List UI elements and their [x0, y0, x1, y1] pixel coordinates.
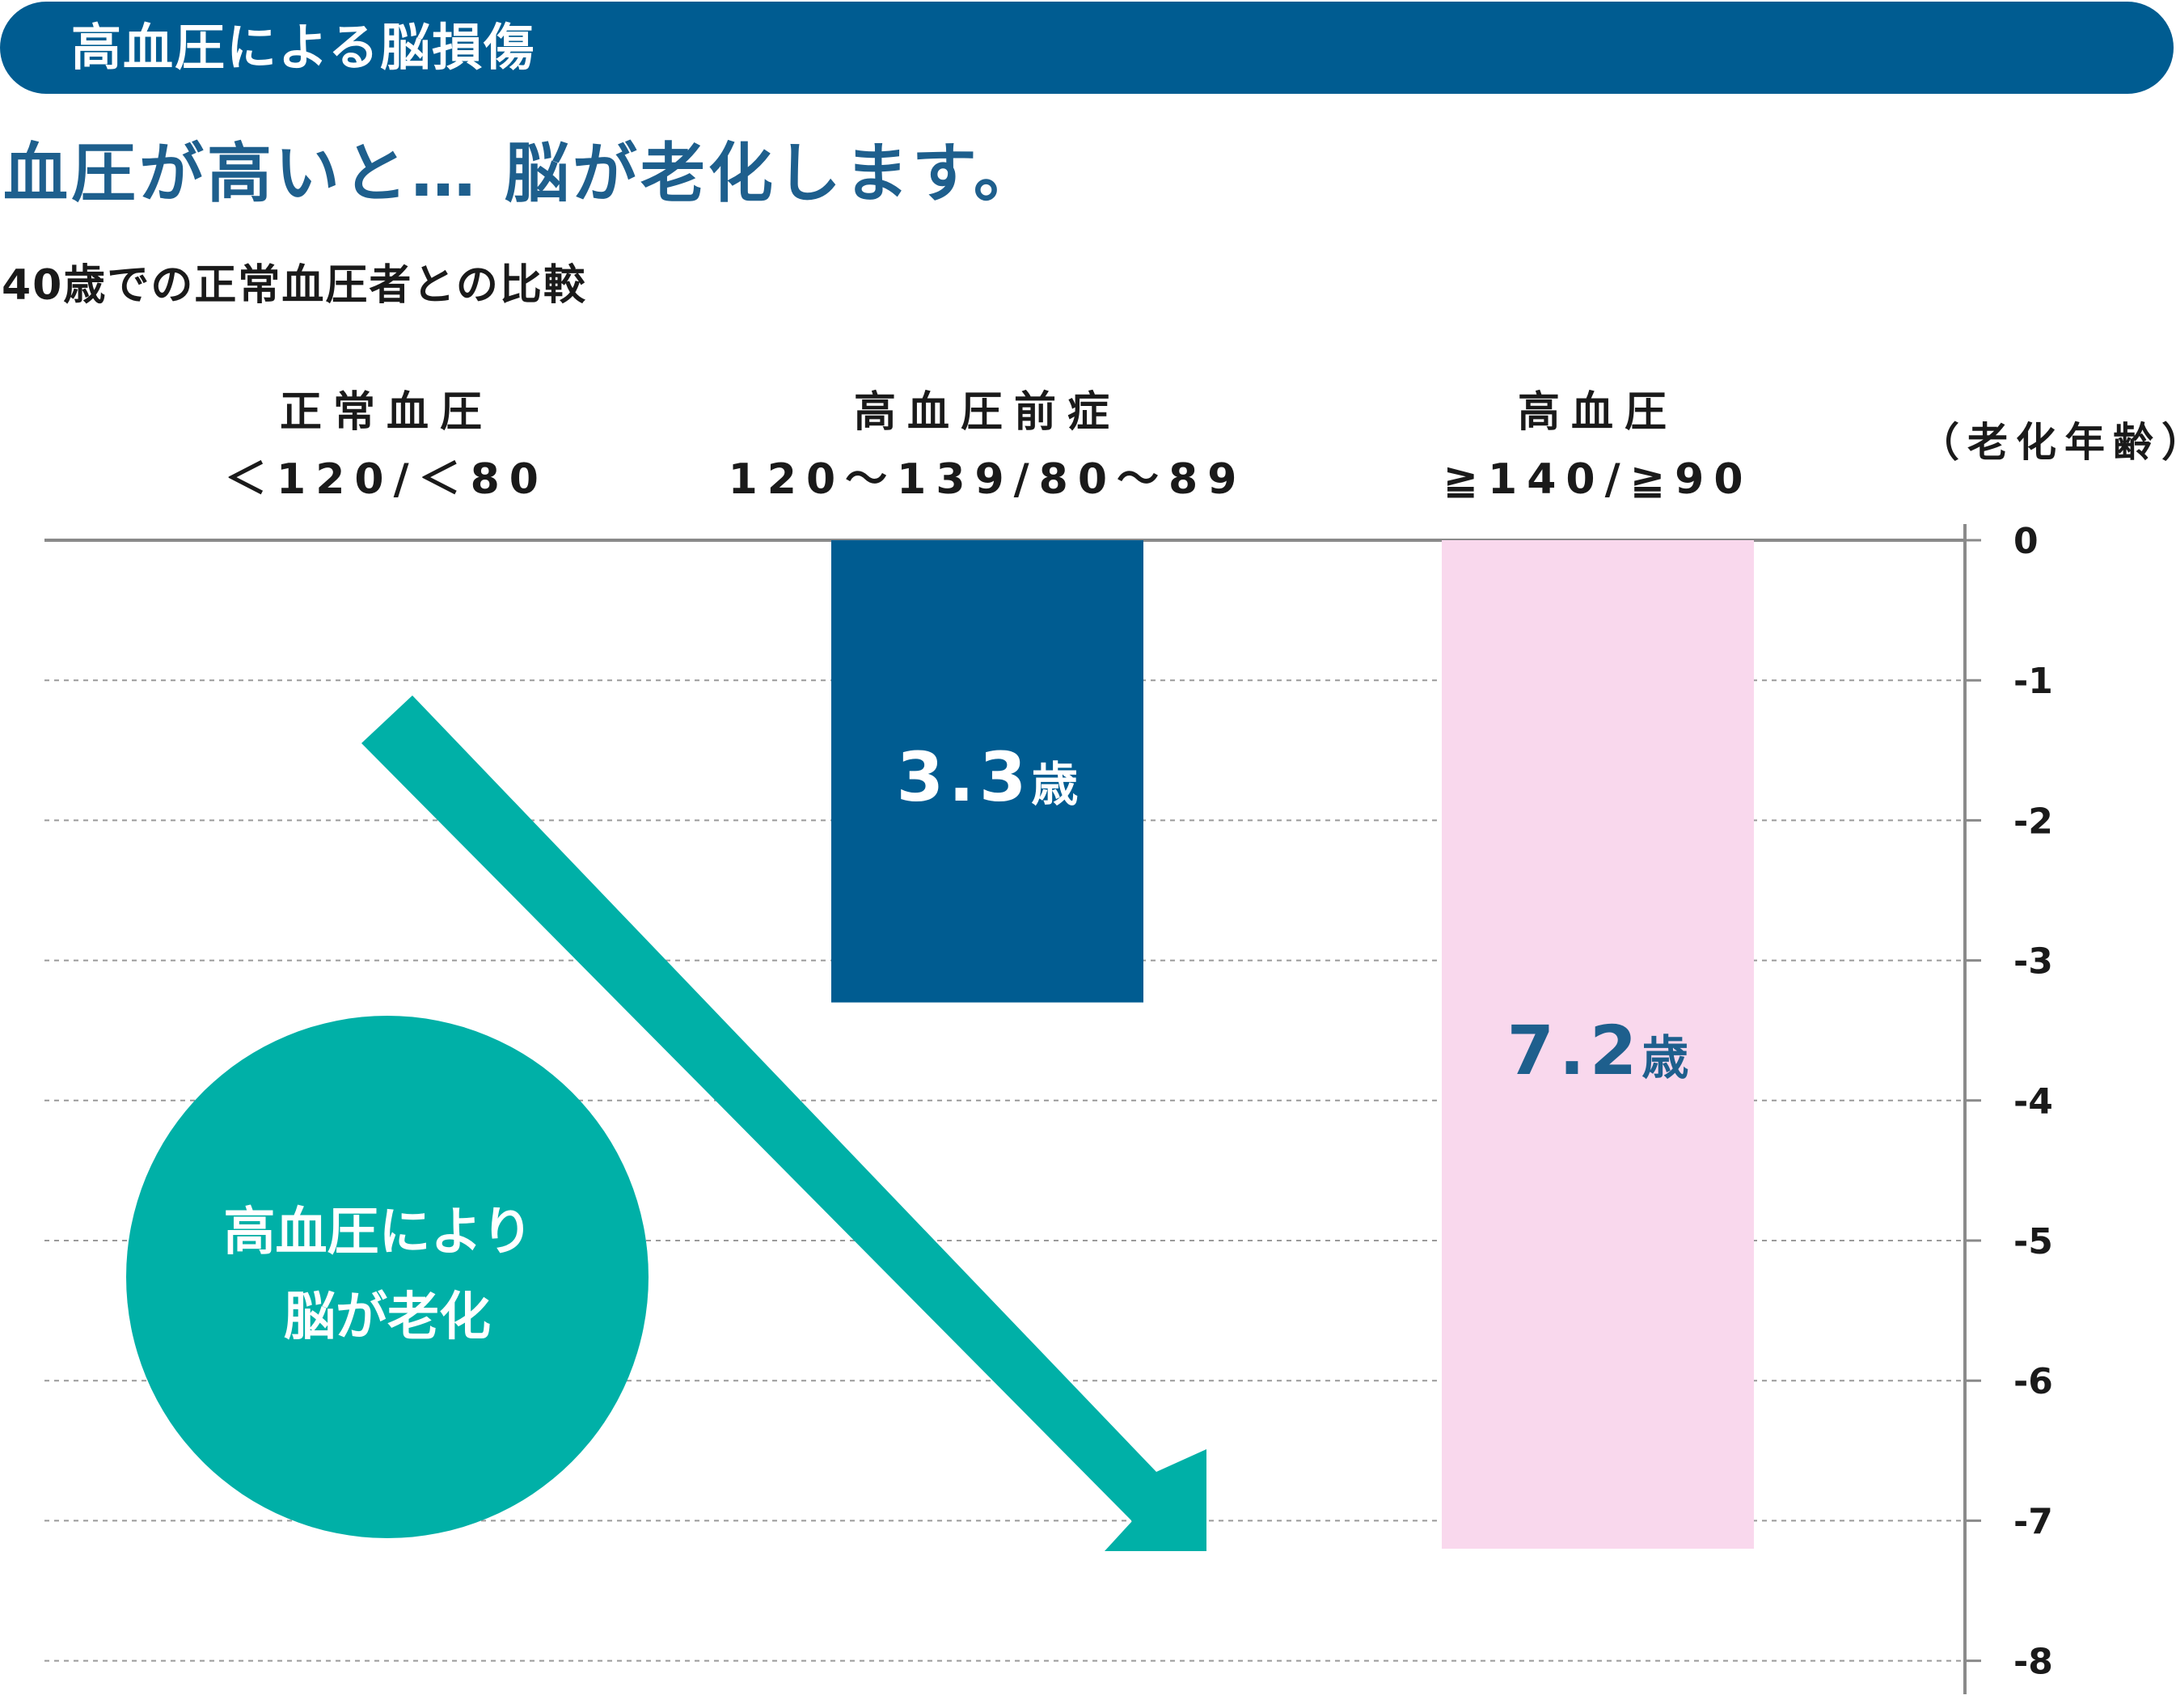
bar-data-label: 7.2歳	[1507, 1011, 1689, 1090]
y-tick-label: -8	[2013, 1642, 2053, 1683]
y-axis-unit-label: （老化年齢）	[1919, 419, 2176, 466]
annotation-circle	[126, 1016, 649, 1538]
y-tick-label: 0	[2013, 521, 2039, 562]
category-name-label: 正常血圧	[280, 388, 493, 437]
bar-3	[1442, 540, 1754, 1549]
category-range-label: 120～139/80～89	[729, 455, 1247, 504]
bar-2	[831, 540, 1143, 1003]
headline: 血圧が高いと… 脳が老化します。	[3, 136, 1042, 211]
category-labels: 正常血圧 ＜120/＜80 高血圧前症 120～139/80～89 高血圧 ≧140/≧9…	[225, 388, 1752, 504]
y-axis-ticks: 0 -1 -2 -3 -4 -5 -6 -7 -8	[1965, 521, 2053, 1683]
y-tick-label: -6	[2013, 1361, 2053, 1402]
y-tick-label: -1	[2013, 661, 2053, 702]
y-tick-label: -2	[2013, 801, 2053, 842]
chart-subtitle: 40歳での正常血圧者との比較	[2, 261, 587, 310]
circle-text-line-2: 脳が老化	[284, 1287, 491, 1347]
category-name-label: 高血圧前症	[854, 388, 1121, 437]
aging-annotation: 高血圧により 脳が老化	[126, 695, 1206, 1551]
category-range-label: ＜120/＜80	[225, 455, 548, 504]
header-bar: 高血圧による脳損傷	[0, 2, 2174, 94]
category-name-label: 高血圧	[1518, 388, 1678, 437]
circle-text-line-1: 高血圧により	[223, 1203, 533, 1262]
downward-arrow-icon	[361, 695, 1206, 1551]
bars: 3.3歳 7.2歳	[831, 540, 1754, 1549]
y-tick-label: -4	[2013, 1081, 2053, 1122]
y-tick-label: -5	[2013, 1221, 2053, 1262]
header-title: 高血圧による脳損傷	[71, 18, 536, 77]
bar-data-label: 3.3歳	[897, 738, 1079, 817]
y-tick-label: -7	[2013, 1501, 2053, 1542]
category-range-label: ≧140/≧90	[1443, 455, 1752, 504]
y-tick-label: -3	[2013, 941, 2053, 983]
svg-text:高血圧により 脳が老化: 高血圧により 脳が老化	[223, 1203, 551, 1347]
